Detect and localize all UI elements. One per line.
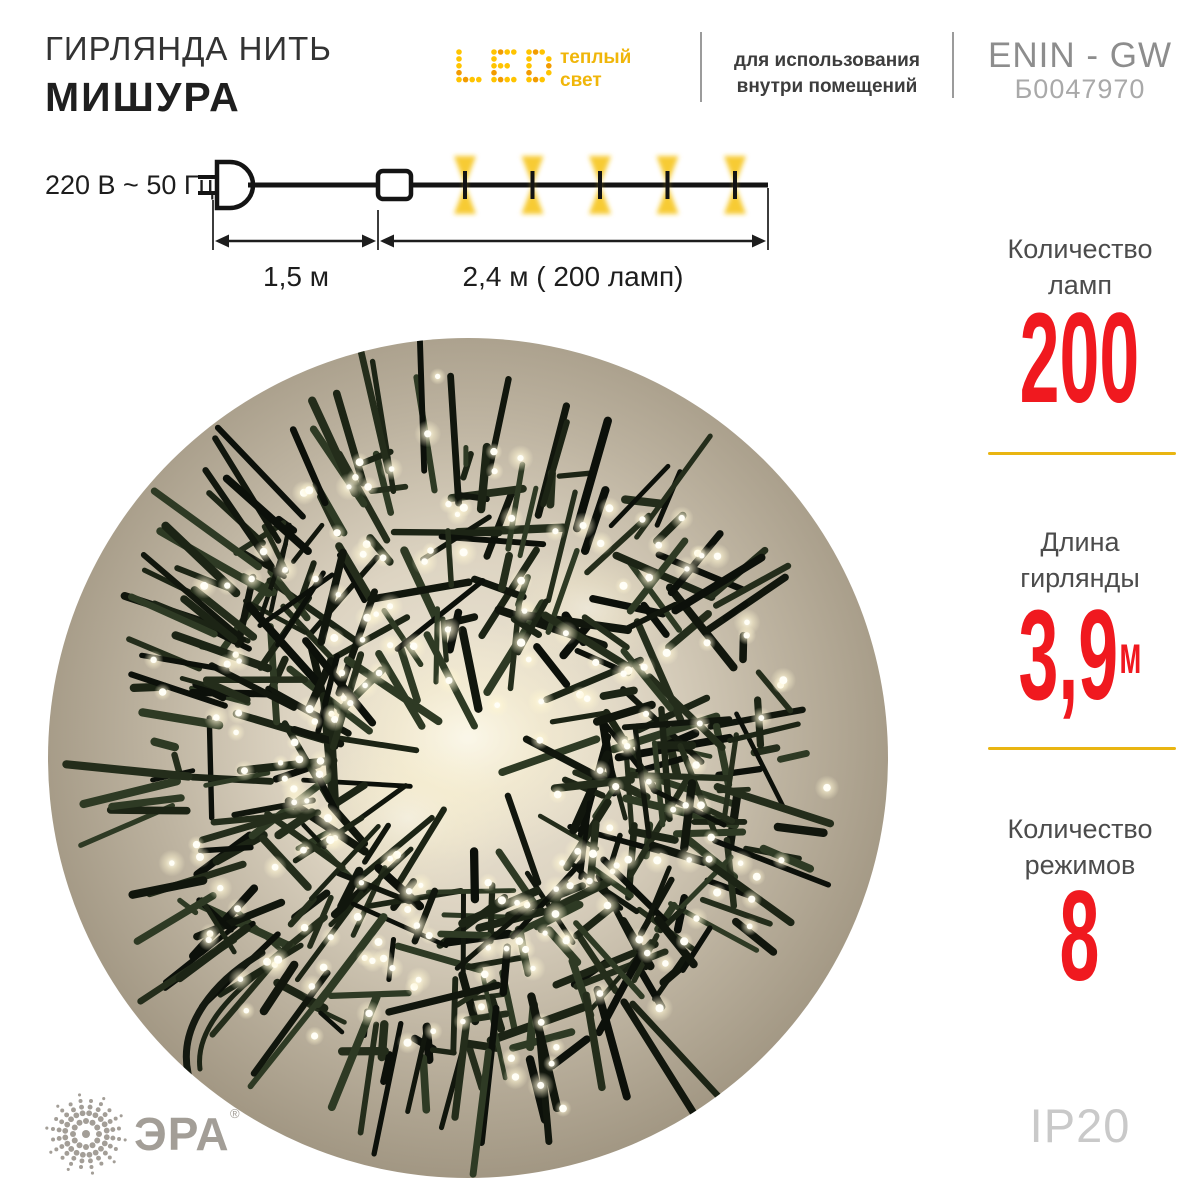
model-code: ENIN - GW [988, 36, 1172, 75]
led-dot-matrix-logo [456, 49, 552, 83]
title-line1: ГИРЛЯНДА НИТЬ [45, 30, 332, 67]
wiring-diagram: 220 В ~ 50 Гц 1,5 м 2,4 м ( 200 ламп) [45, 156, 769, 292]
header-divider-2 [952, 32, 954, 98]
ip-rating: IP20 [1029, 1099, 1131, 1152]
lamp-glow-icons [454, 156, 746, 214]
sku-code: Б0047970 [1014, 74, 1146, 104]
starburst-icon [45, 1093, 127, 1175]
era-starburst-logo: ЭРА ® [45, 1093, 240, 1175]
controller-box-icon [375, 168, 414, 202]
lead-length-label: 1,5 м [263, 261, 329, 292]
registered-mark: ® [230, 1106, 240, 1121]
page-title: ГИРЛЯНДА НИТЬ МИШУРА [45, 30, 332, 121]
usage-line1: для использования [734, 50, 920, 71]
dimension-arrows [215, 234, 766, 248]
led-caption: теплый свет [560, 47, 631, 93]
usage-note: для использования внутри помещений [712, 48, 942, 99]
spec-value-length: 3,9 м [1018, 584, 1142, 727]
spec-divider-2 [988, 747, 1176, 750]
spec-label-lamps: Количество ламп [1007, 234, 1153, 300]
brand-text: ЭРА [134, 1108, 230, 1160]
voltage-label: 220 В ~ 50 Гц [45, 170, 214, 200]
spec-divider-1 [988, 452, 1176, 455]
dimension-droplines [212, 188, 769, 250]
spec-value-modes: 8 [1059, 865, 1100, 1008]
led-caption-line1: теплый [560, 47, 632, 68]
header-divider-1 [700, 32, 702, 102]
spec-label-modes: Количество режимов [1007, 814, 1153, 880]
garland-lights-layer [143, 368, 840, 1117]
product-photo [48, 338, 888, 1178]
spec-value-lamps: 200 [1019, 287, 1140, 430]
spec-label-length: Длина гирлянды [1020, 527, 1140, 593]
usage-line2: внутри помещений [736, 75, 918, 97]
led-caption-line2: свет [560, 69, 602, 91]
lit-length-label: 2,4 м ( 200 ламп) [463, 261, 684, 292]
title-line2: МИШУРА [45, 74, 241, 120]
